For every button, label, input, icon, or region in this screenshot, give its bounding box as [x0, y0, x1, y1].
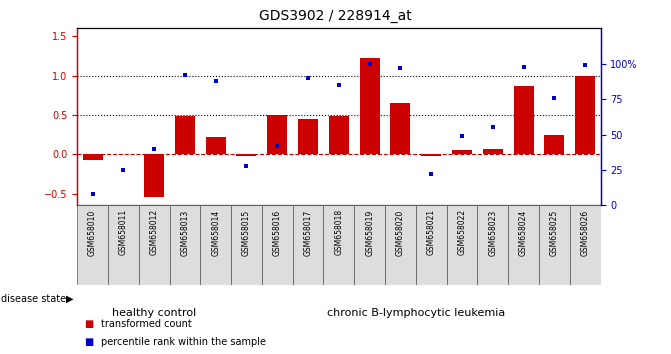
Text: percentile rank within the sample: percentile rank within the sample [101, 337, 266, 347]
Text: GSM658014: GSM658014 [211, 209, 220, 256]
Text: GSM658025: GSM658025 [550, 209, 559, 256]
Bar [170, 205, 201, 285]
Bar [144, 154, 164, 198]
Bar [83, 154, 103, 160]
Bar [262, 205, 293, 285]
Text: GSM658010: GSM658010 [88, 209, 97, 256]
Bar [77, 205, 108, 285]
Bar [482, 149, 503, 154]
Bar [391, 103, 411, 154]
Text: ■: ■ [84, 319, 93, 329]
Text: GSM658020: GSM658020 [396, 209, 405, 256]
Text: ▶: ▶ [66, 294, 74, 304]
Bar [206, 137, 225, 154]
Bar [447, 205, 477, 285]
Text: GSM658016: GSM658016 [273, 209, 282, 256]
Bar [360, 58, 380, 154]
Bar [508, 205, 539, 285]
Text: healthy control: healthy control [112, 308, 196, 318]
Bar [477, 205, 508, 285]
Text: GSM658021: GSM658021 [427, 209, 435, 256]
Text: GSM658019: GSM658019 [365, 209, 374, 256]
Text: GSM658022: GSM658022 [458, 209, 466, 256]
Bar [231, 205, 262, 285]
Text: ■: ■ [84, 337, 93, 347]
Bar [108, 205, 139, 285]
Bar [323, 205, 354, 285]
Bar [421, 154, 442, 156]
Text: chronic B-lymphocytic leukemia: chronic B-lymphocytic leukemia [327, 308, 505, 318]
Bar [139, 205, 170, 285]
Text: GSM658018: GSM658018 [334, 209, 344, 256]
Bar [329, 116, 349, 154]
Text: GDS3902 / 228914_at: GDS3902 / 228914_at [259, 9, 412, 23]
Bar [539, 205, 570, 285]
Bar [236, 154, 256, 156]
Bar [201, 205, 231, 285]
Text: GSM658023: GSM658023 [488, 209, 497, 256]
Bar [544, 135, 564, 154]
Bar [175, 116, 195, 154]
Bar [452, 150, 472, 154]
Bar [513, 86, 533, 154]
Text: GSM658015: GSM658015 [242, 209, 251, 256]
Text: GSM658012: GSM658012 [150, 209, 158, 256]
Bar [570, 205, 601, 285]
Bar [298, 119, 318, 154]
Bar [267, 115, 287, 154]
Bar [575, 75, 595, 154]
Bar [293, 205, 323, 285]
Text: GSM658017: GSM658017 [303, 209, 313, 256]
Text: transformed count: transformed count [101, 319, 191, 329]
Text: GSM658011: GSM658011 [119, 209, 128, 256]
Text: GSM658024: GSM658024 [519, 209, 528, 256]
Text: disease state: disease state [1, 294, 66, 304]
Bar [416, 205, 447, 285]
Bar [385, 205, 416, 285]
Text: GSM658026: GSM658026 [580, 209, 590, 256]
Text: GSM658013: GSM658013 [180, 209, 189, 256]
Bar [354, 205, 385, 285]
